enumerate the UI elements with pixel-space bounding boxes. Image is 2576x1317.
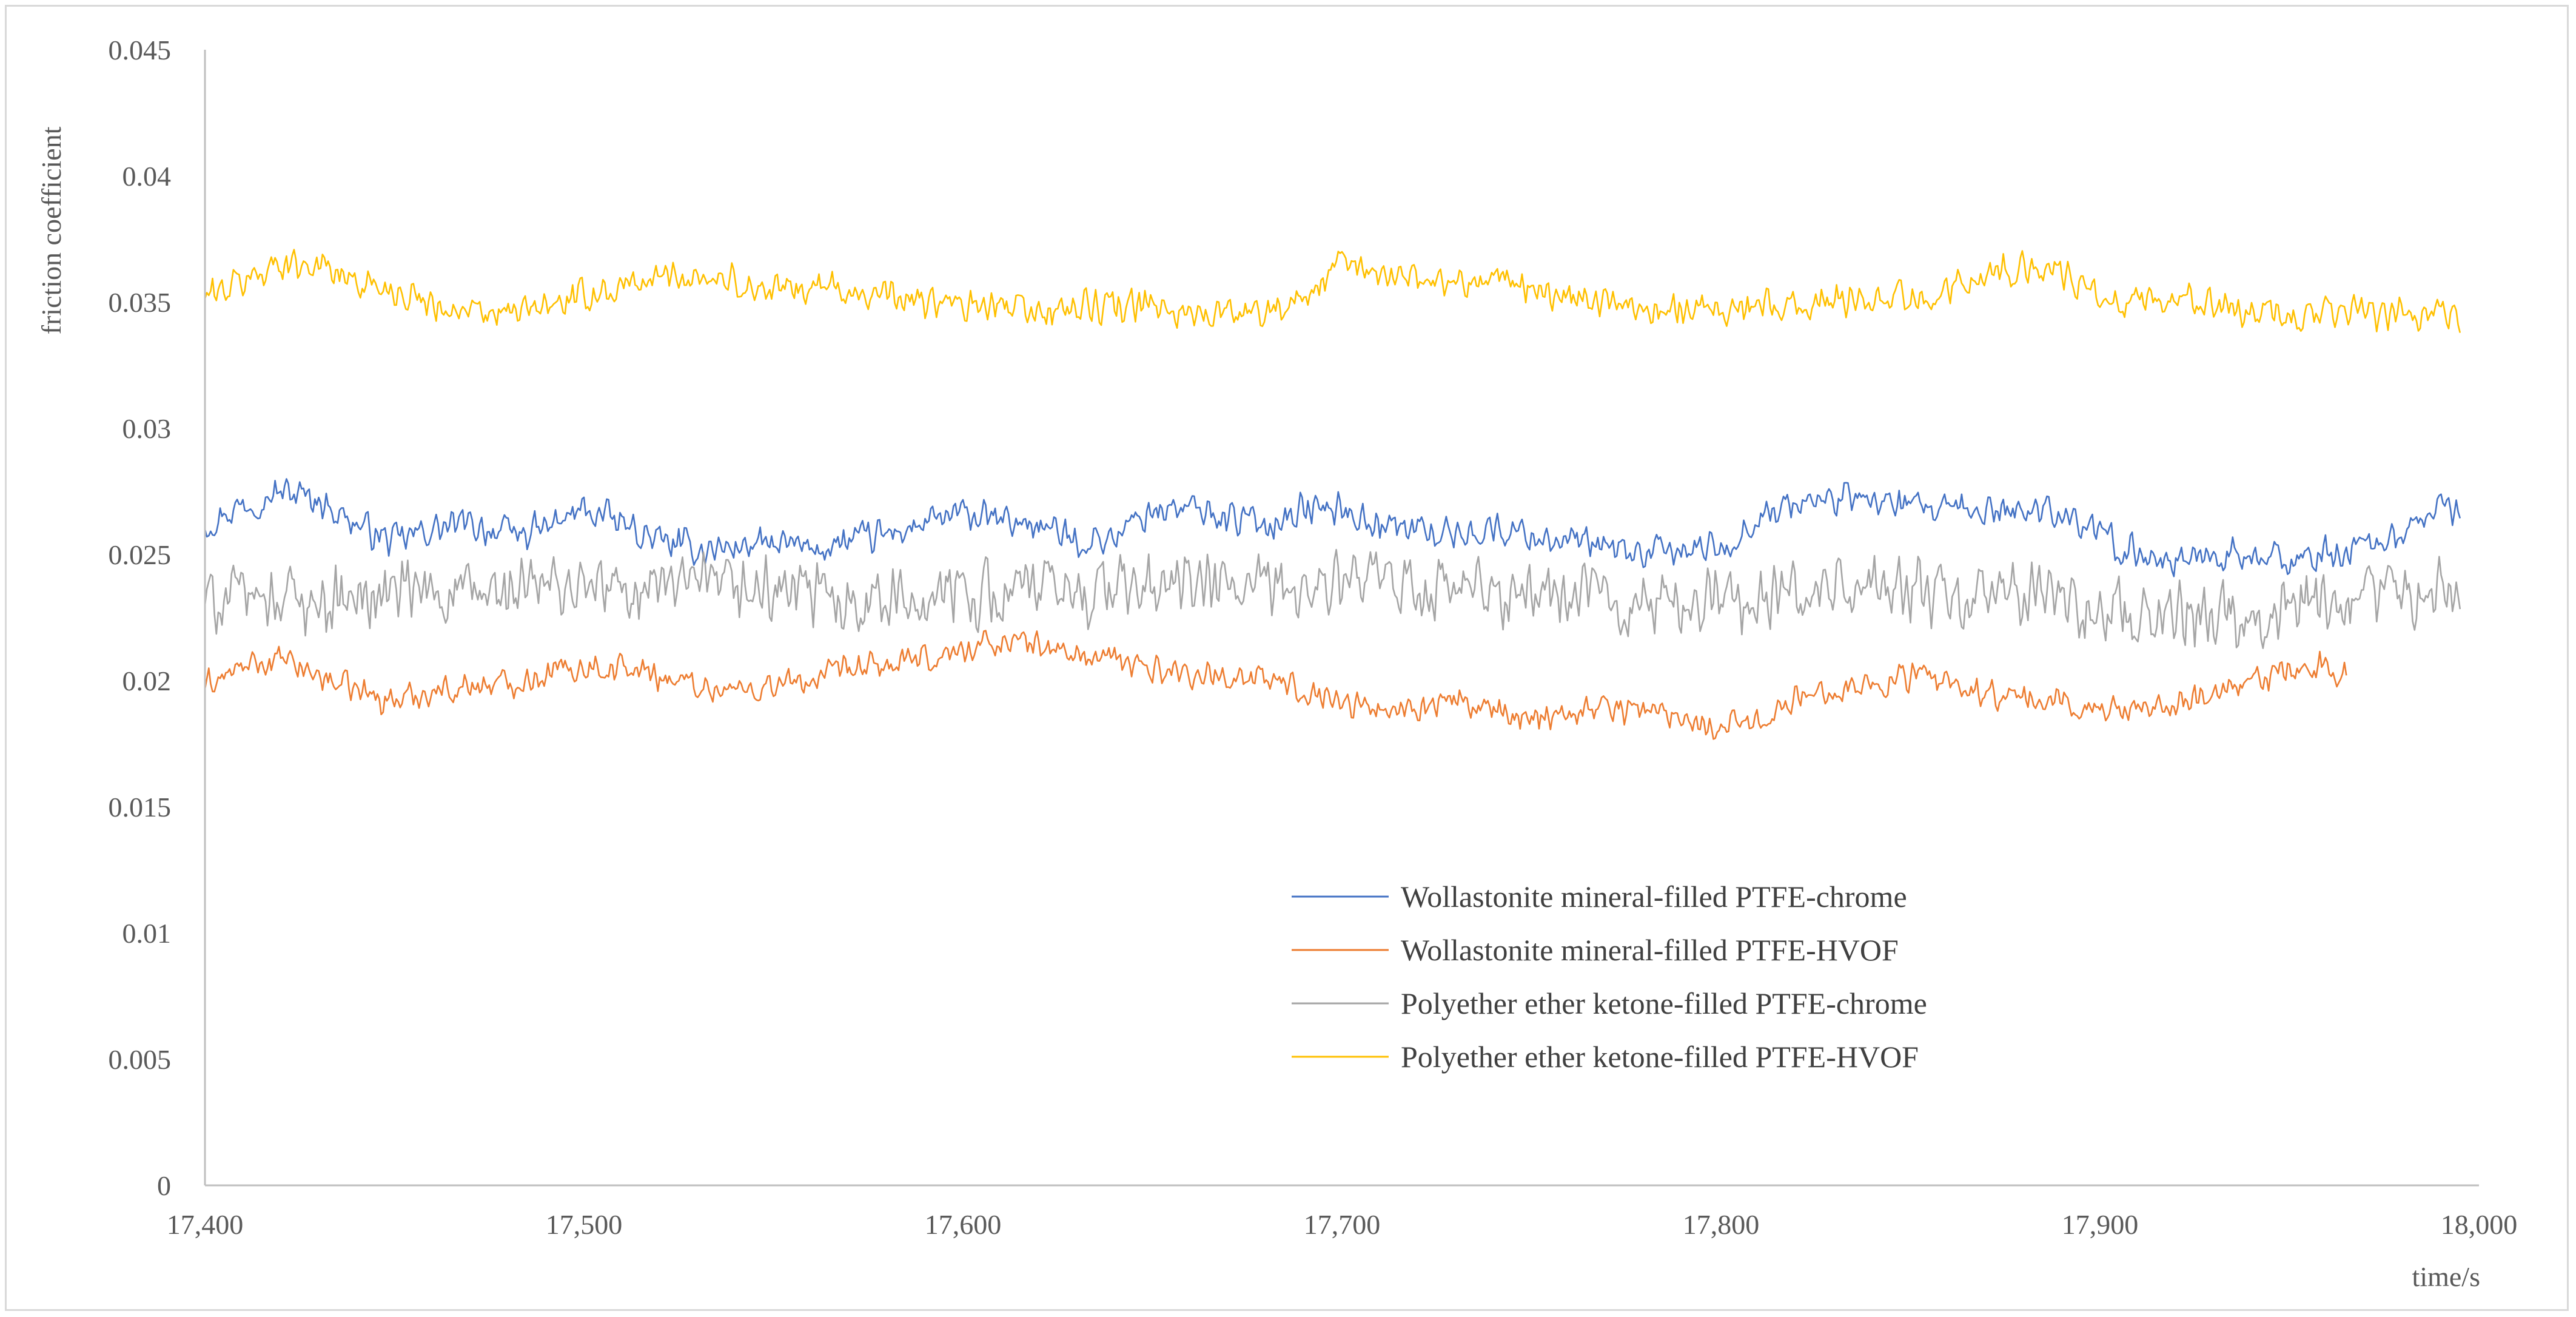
y-tick-label: 0: [157, 1170, 171, 1201]
x-axis-title: time/s: [2412, 1261, 2480, 1292]
y-tick-labels: 0 0.005 0.01 0.015 0.02 0.025 0.03 0.035 0.04 0.0…: [109, 35, 172, 1201]
legend-label: Wollastonite mineral-filled PTFE-chrome: [1401, 880, 1907, 914]
y-tick-label: 0.03: [122, 413, 172, 444]
y-tick-label: 0.04: [122, 161, 172, 192]
series-line-2: [204, 630, 2347, 740]
x-tick-label: 17,600: [925, 1209, 1002, 1240]
legend-label: Wollastonite mineral-filled PTFE-HVOF: [1401, 933, 1899, 967]
x-tick-label: 17,800: [1683, 1209, 1760, 1240]
x-tick-labels: 17,400 17,500 17,600 17,700 17,800 17,900 18,0…: [167, 1209, 2518, 1240]
y-axis-title: friction coefficient: [36, 126, 67, 334]
legend-label: Polyether ether ketone-filled PTFE-HVOF: [1401, 1040, 1919, 1074]
y-tick-label: 0.005: [109, 1044, 172, 1075]
y-tick-label: 0.045: [109, 35, 172, 66]
series-line-1: [204, 478, 2461, 578]
series-line-4: [204, 249, 2461, 333]
series-lines: [204, 249, 2461, 740]
y-tick-label: 0.035: [109, 287, 172, 318]
x-tick-label: 17,500: [546, 1209, 623, 1240]
series-line-3: [204, 548, 2461, 649]
x-tick-label: 17,700: [1304, 1209, 1381, 1240]
y-tick-label: 0.015: [109, 792, 172, 823]
x-tick-label: 17,400: [167, 1209, 244, 1240]
y-tick-label: 0.025: [109, 539, 172, 570]
legend-label: Polyether ether ketone-filled PTFE-chrom…: [1401, 986, 1927, 1020]
legend: Wollastonite mineral-filled PTFE-chrome W…: [1292, 880, 1927, 1074]
y-tick-label: 0.02: [122, 665, 172, 696]
chart-frame: [5, 5, 2569, 1311]
y-tick-label: 0.01: [122, 918, 172, 949]
x-tick-label: 17,900: [2062, 1209, 2139, 1240]
x-tick-label: 18,000: [2441, 1209, 2518, 1240]
